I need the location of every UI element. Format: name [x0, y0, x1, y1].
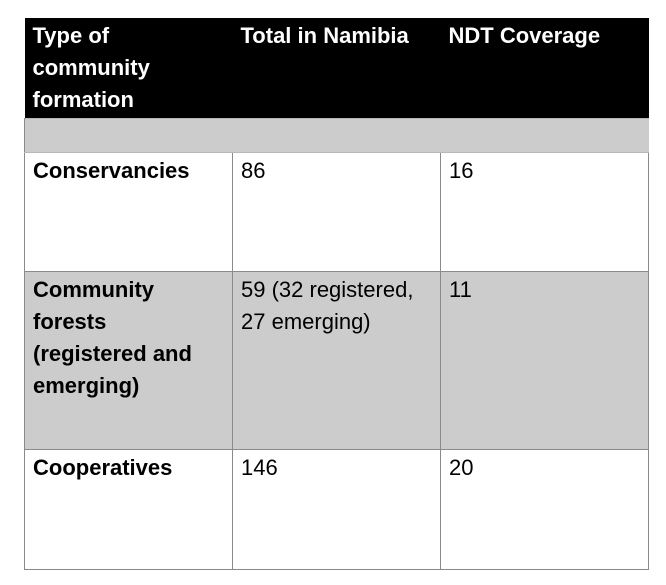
- data-table-container: Type of community formation Total in Nam…: [24, 18, 649, 570]
- row-coverage-cell: 16: [440, 152, 649, 272]
- row-type-cell: Conservancies: [24, 152, 233, 272]
- header-total: Total in Namibia: [232, 18, 441, 119]
- community-formation-table: Type of community formation Total in Nam…: [24, 18, 649, 570]
- row-total-cell: 86: [232, 152, 441, 272]
- row-coverage-cell: 11: [440, 271, 649, 450]
- table-row: Cooperatives 146 20: [24, 449, 649, 570]
- row-total-cell: 59 (32 registered, 27 emerging): [232, 271, 441, 450]
- header-type: Type of community formation: [24, 18, 233, 119]
- table-row: Community forests (registered and emergi…: [24, 271, 649, 450]
- row-coverage-cell: 20: [440, 449, 649, 570]
- spacer-cell: [24, 118, 649, 153]
- spacer-row: [24, 118, 649, 153]
- row-type-cell: Community forests (registered and emergi…: [24, 271, 233, 450]
- row-type-cell: Cooperatives: [24, 449, 233, 570]
- row-total-cell: 146: [232, 449, 441, 570]
- table-row: Conservancies 86 16: [24, 152, 649, 272]
- header-coverage: NDT Coverage: [440, 18, 649, 119]
- header-row: Type of community formation Total in Nam…: [24, 18, 649, 119]
